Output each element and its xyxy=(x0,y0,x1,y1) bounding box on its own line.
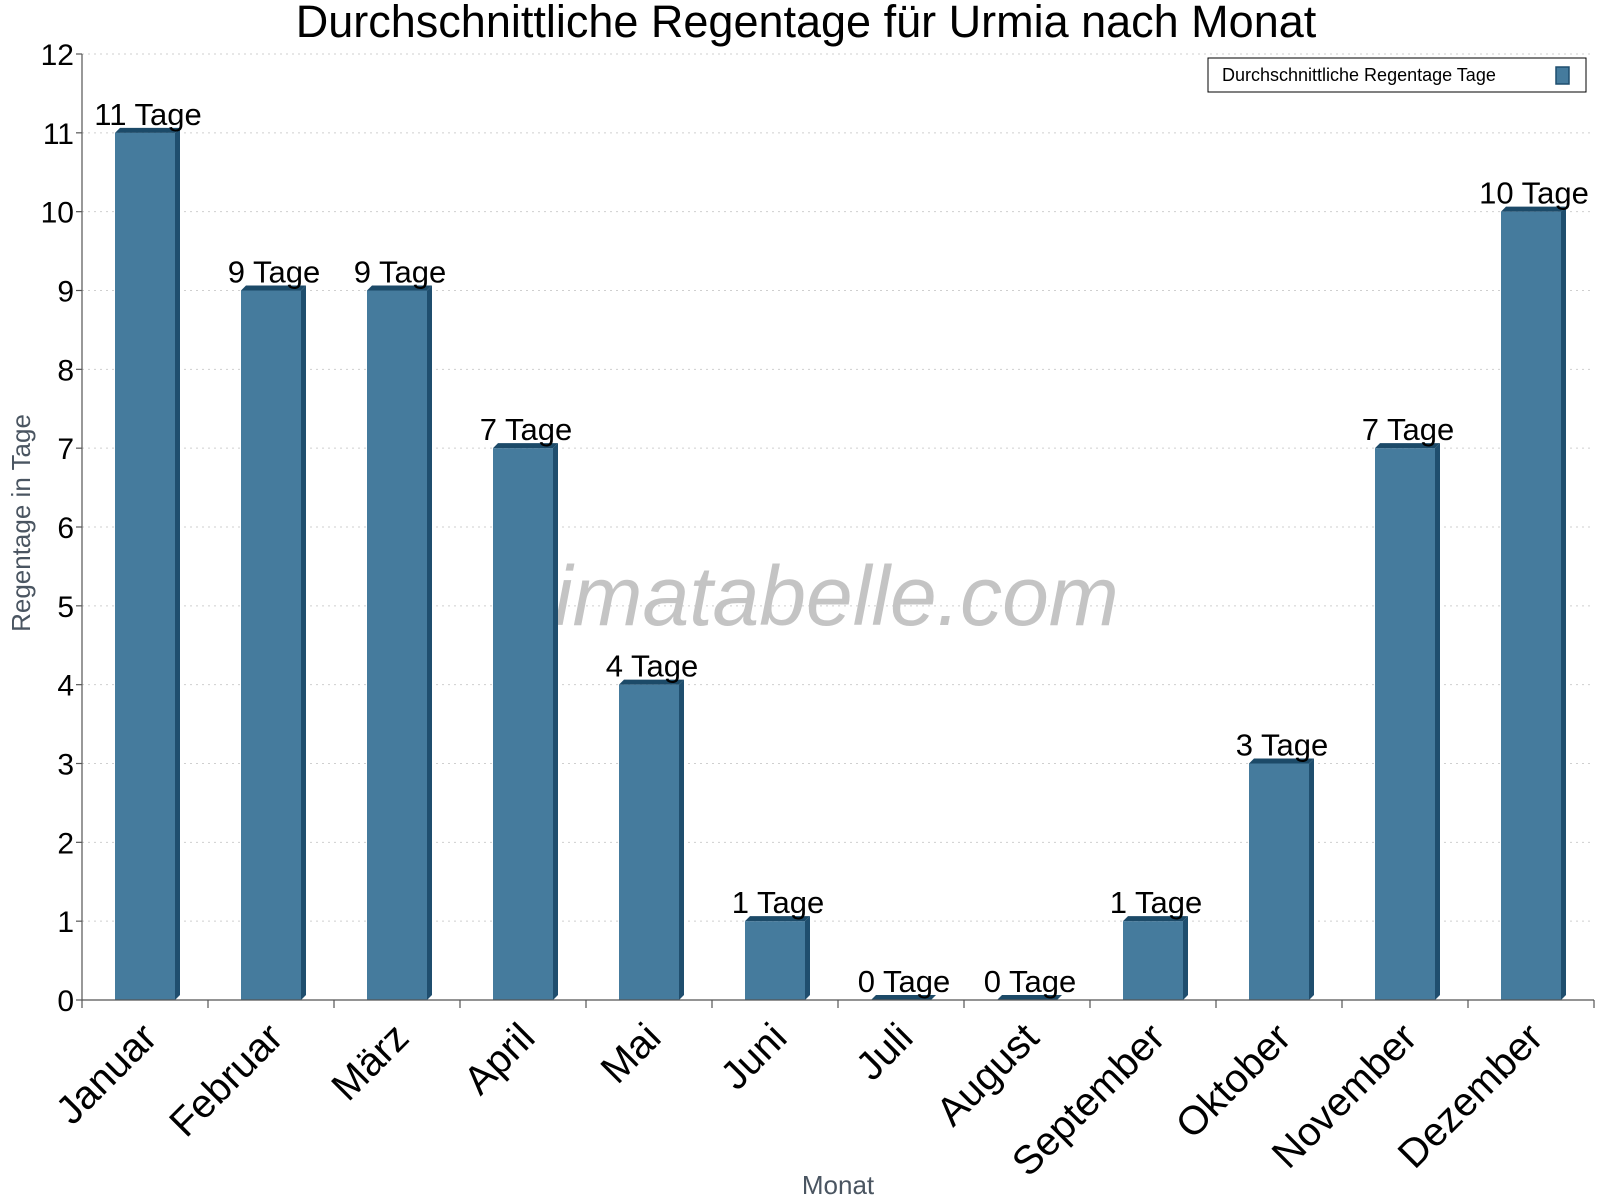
x-tick-label: Februar xyxy=(161,1015,291,1145)
bar xyxy=(367,285,432,1000)
bar-front xyxy=(1249,763,1309,1000)
bar-side xyxy=(1183,916,1188,1000)
data-label: 9 Tage xyxy=(354,255,447,290)
y-tick-label: 11 xyxy=(43,118,74,151)
x-tick-label: Januar xyxy=(48,1015,166,1133)
data-label: 4 Tage xyxy=(606,649,699,684)
bar-front xyxy=(115,132,175,1001)
legend-swatch xyxy=(1555,66,1570,85)
bar-front xyxy=(619,684,679,1000)
x-tick-label: Mai xyxy=(593,1015,670,1092)
x-tick-label: August xyxy=(928,1015,1047,1134)
y-axis-label: Regentage in Tage xyxy=(6,414,36,632)
y-tick-label: 4 xyxy=(57,670,74,703)
data-label: 10 Tage xyxy=(1479,176,1589,211)
y-tick-label: 12 xyxy=(41,39,74,72)
bar-front xyxy=(745,921,805,1000)
y-tick-label: 10 xyxy=(41,197,74,230)
bar-top xyxy=(745,916,810,922)
y-tick-label: 6 xyxy=(57,512,74,545)
bar xyxy=(493,443,558,1001)
bar-front xyxy=(241,290,301,1000)
bar xyxy=(1249,758,1314,1000)
bar-top xyxy=(997,995,1062,1000)
x-tick-label: Juni xyxy=(712,1015,795,1098)
bar-top xyxy=(367,285,432,291)
bar xyxy=(1501,206,1566,1000)
bar-series xyxy=(115,127,1566,1001)
bar-top xyxy=(493,443,558,449)
y-tick-label: 1 xyxy=(57,906,74,939)
data-label: 1 Tage xyxy=(1110,885,1203,920)
bar xyxy=(871,995,936,1000)
legend-box xyxy=(1207,57,1587,93)
y-tick-label: 2 xyxy=(57,827,74,860)
data-labels: 11 Tage 9 Tage 9 Tage 7 Tage 4 Tage 1 Tage 0 T… xyxy=(94,97,1589,999)
y-tick-label: 3 xyxy=(57,749,74,782)
bar-top xyxy=(619,679,684,685)
bar-top xyxy=(1249,758,1314,764)
data-label: 9 Tage xyxy=(228,255,321,290)
bar-front xyxy=(1501,211,1561,1000)
data-label: 7 Tage xyxy=(480,412,573,447)
x-axis-label: Monat xyxy=(802,1170,875,1200)
bar xyxy=(1375,443,1440,1001)
y-tick-label: 7 xyxy=(57,433,74,466)
y-tick-label: 5 xyxy=(57,591,74,624)
bar-side xyxy=(175,127,180,1001)
bar-front xyxy=(493,448,553,1001)
bar xyxy=(745,916,810,1000)
x-tick-label: Oktober xyxy=(1168,1015,1300,1147)
data-label: 0 Tage xyxy=(984,964,1077,999)
grid-lines xyxy=(82,53,1594,922)
x-tick-label: Juli xyxy=(848,1015,922,1089)
bar-side xyxy=(805,916,810,1000)
data-label: 0 Tage xyxy=(858,964,951,999)
bar-side xyxy=(553,443,558,1001)
bar xyxy=(241,285,306,1000)
watermark: klimatabelle.com xyxy=(493,549,1119,643)
bar-side xyxy=(427,285,432,1000)
bar xyxy=(997,995,1062,1000)
bar xyxy=(115,127,180,1001)
y-tick-label: 8 xyxy=(57,354,74,387)
bar-top xyxy=(871,995,936,1000)
legend-label: Durchschnittliche Regentage Tage xyxy=(1222,65,1496,85)
bar-front xyxy=(367,290,427,1000)
bar-top xyxy=(1123,916,1188,922)
data-label: 11 Tage xyxy=(94,97,201,132)
bar xyxy=(619,679,684,1000)
y-tick-label: 9 xyxy=(57,276,74,309)
data-label: 7 Tage xyxy=(1362,412,1455,447)
axes xyxy=(76,53,1595,1008)
bar-side xyxy=(1309,758,1314,1000)
bar-side xyxy=(301,285,306,1000)
data-label: 3 Tage xyxy=(1236,728,1329,763)
bar-top xyxy=(241,285,306,291)
bar-top xyxy=(115,127,180,133)
bar-front xyxy=(1123,921,1183,1000)
bar-side xyxy=(1561,206,1566,1000)
bar-top xyxy=(1501,206,1566,212)
data-label: 1 Tage xyxy=(732,885,825,920)
bar xyxy=(1123,916,1188,1000)
legend: Durchschnittliche Regentage Tage xyxy=(1207,57,1587,93)
bar-front xyxy=(1375,448,1435,1001)
y-tick-label: 0 xyxy=(57,985,74,1018)
chart-title: Durchschnittliche Regentage für Urmia na… xyxy=(296,0,1317,47)
x-tick-label: März xyxy=(323,1015,417,1109)
bar-side xyxy=(679,679,684,1000)
x-tick-label: April xyxy=(456,1015,544,1103)
bar-top xyxy=(1375,443,1440,449)
bar-side xyxy=(1435,443,1440,1001)
